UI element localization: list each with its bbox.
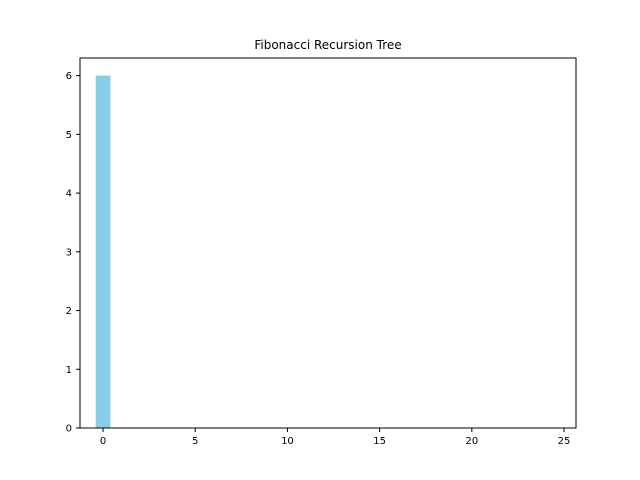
x-tick-label: 10 — [281, 436, 294, 447]
x-tick-label: 0 — [100, 436, 106, 447]
y-tick-label: 6 — [66, 71, 72, 82]
x-axis: 0 5 10 15 20 25 — [100, 428, 571, 447]
bars-group — [95, 75, 111, 428]
y-tick-label: 1 — [66, 365, 72, 376]
x-tick-label: 5 — [192, 436, 198, 447]
bar-0 — [95, 75, 111, 428]
y-axis: 0 1 2 3 4 5 6 — [66, 71, 80, 435]
y-tick-label: 4 — [66, 189, 72, 200]
x-tick-label: 20 — [465, 436, 478, 447]
chart-title: Fibonacci Recursion Tree — [254, 38, 401, 52]
plot-frame — [79, 57, 577, 429]
y-tick-label: 3 — [66, 247, 72, 258]
y-tick-label: 5 — [66, 130, 72, 141]
x-tick-label: 15 — [373, 436, 386, 447]
y-tick-label: 2 — [66, 306, 72, 317]
x-tick-label: 25 — [558, 436, 571, 447]
y-tick-label: 0 — [66, 424, 72, 435]
